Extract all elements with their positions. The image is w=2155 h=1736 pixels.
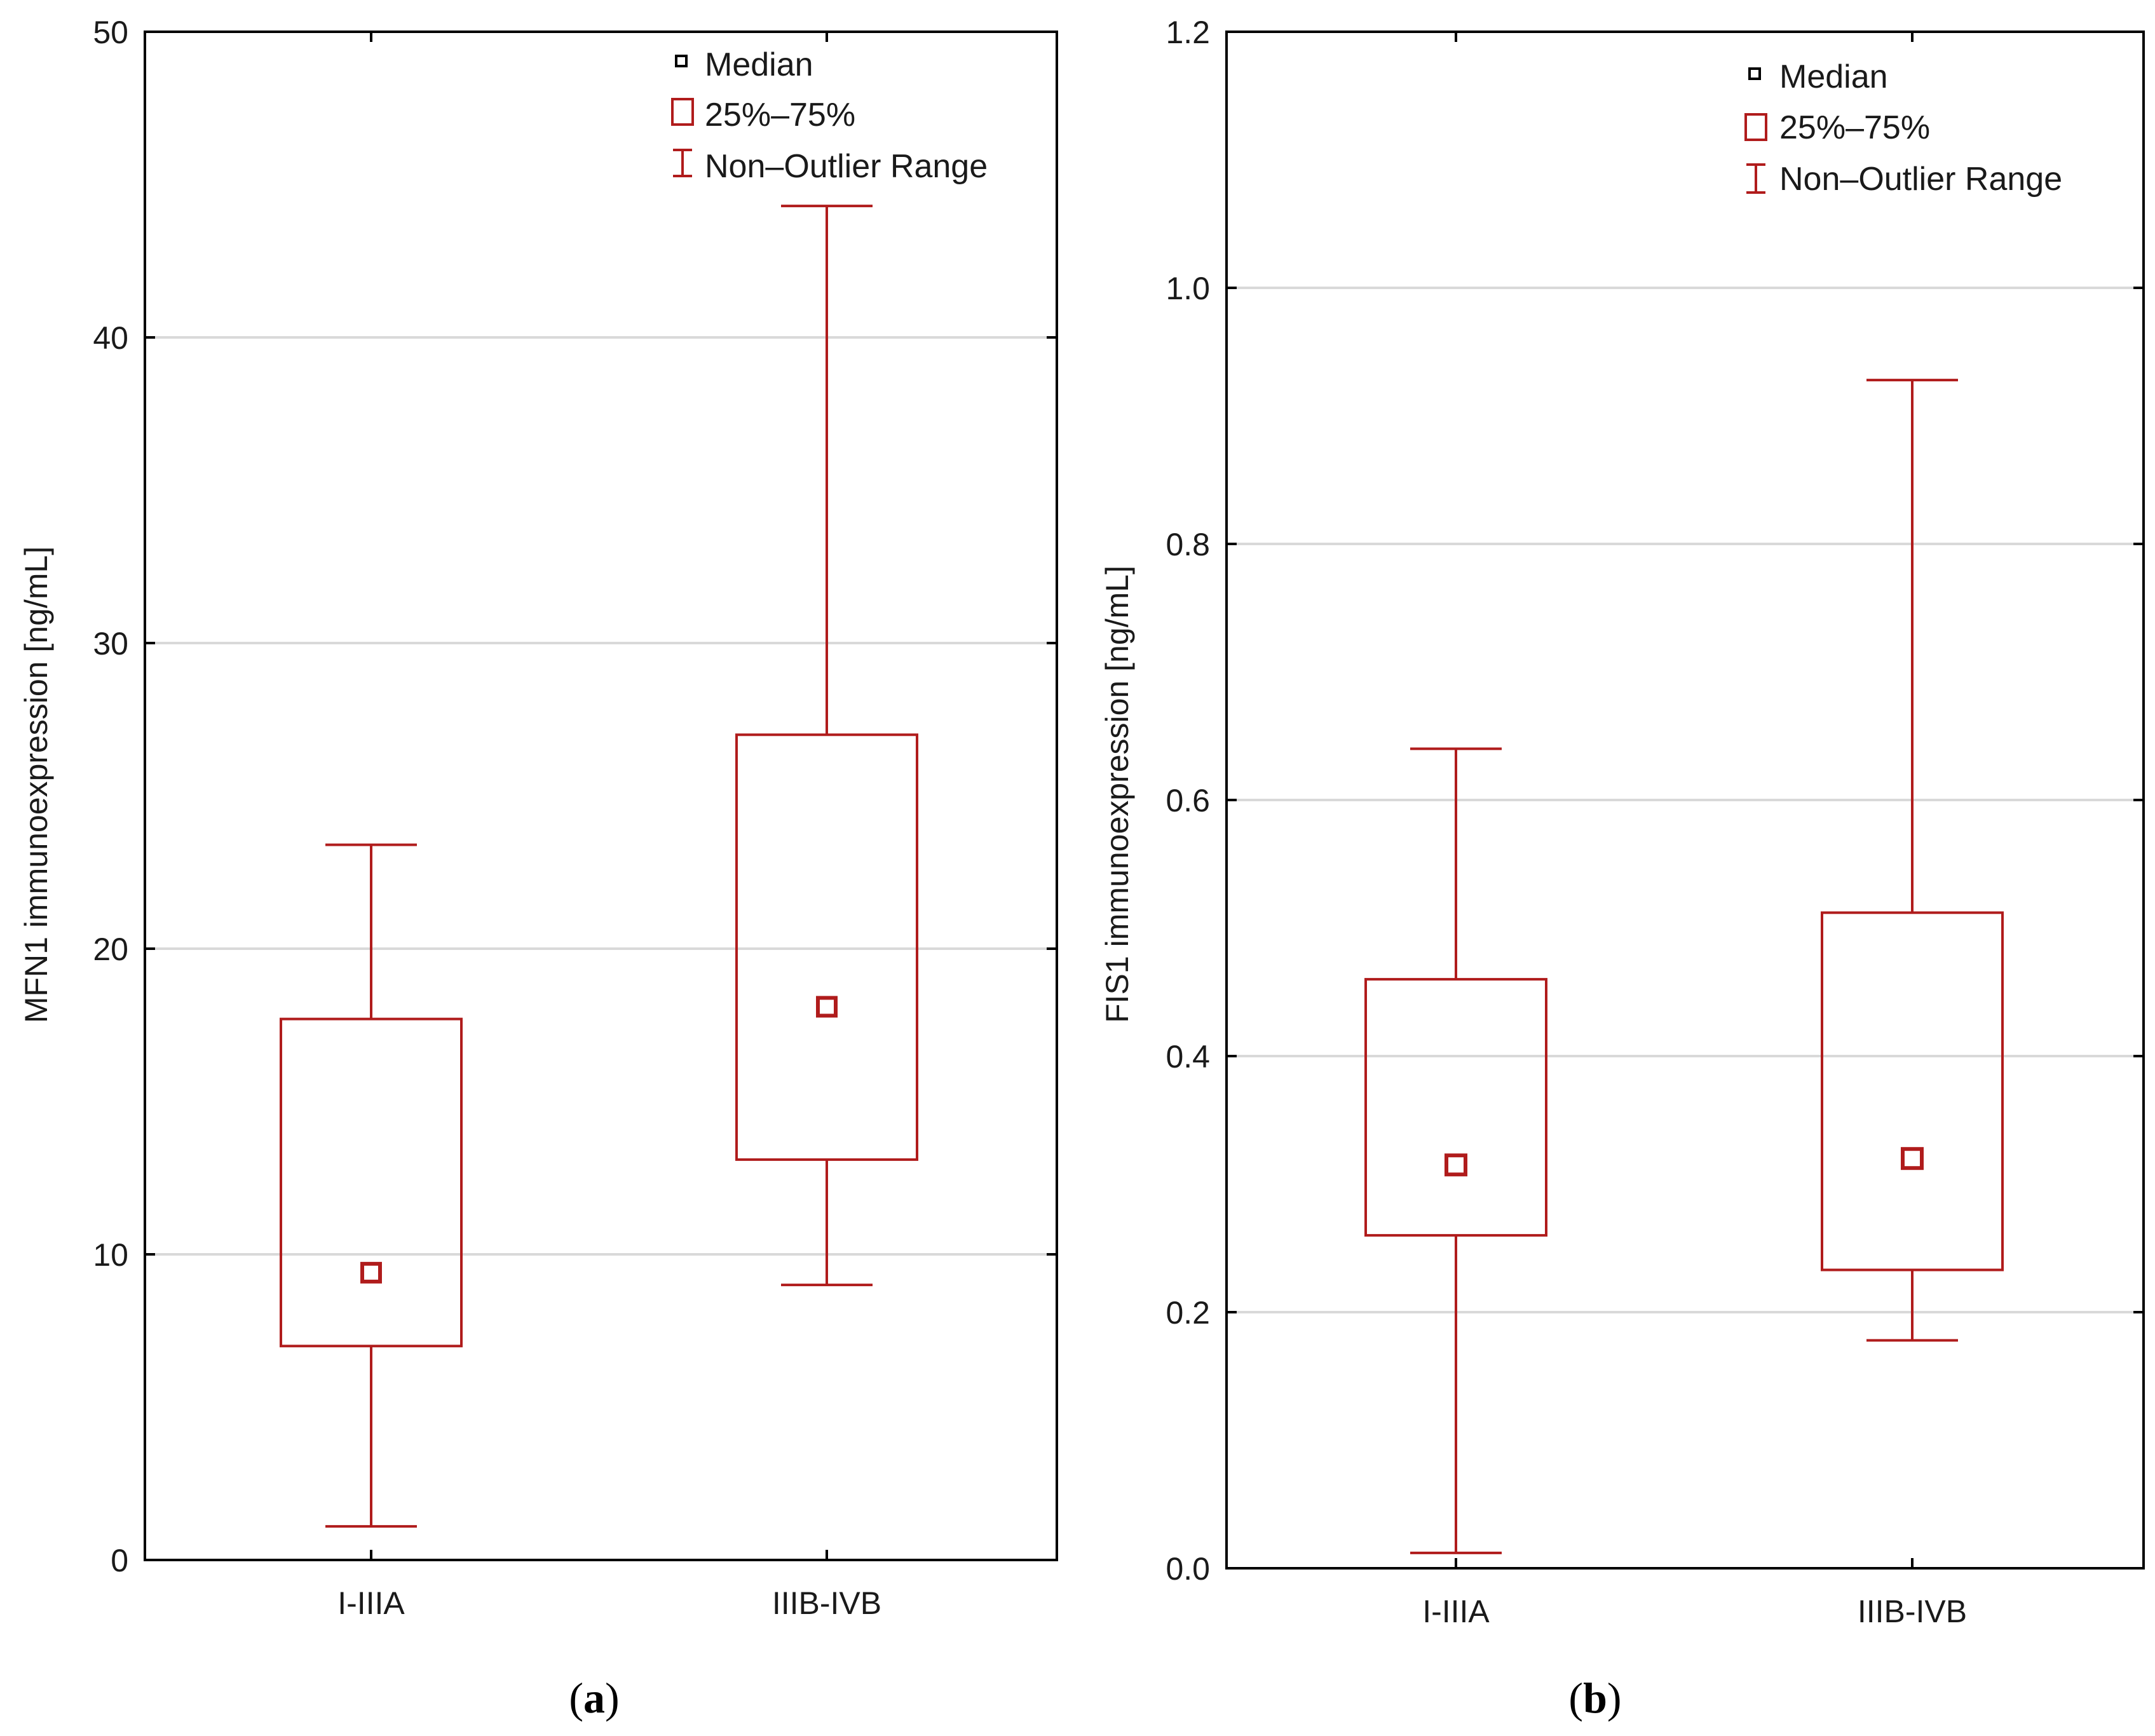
panel-a-legend: Median 25%–75% Non–Outlier Range xyxy=(671,46,988,185)
panel-b-y-tick-label: 0.0 xyxy=(1166,1551,1210,1587)
panel-a-caption: (a) xyxy=(569,1674,619,1722)
iqr-box xyxy=(280,1017,463,1348)
panel-b-legend-range-label: Non–Outlier Range xyxy=(1779,161,2062,198)
iqr-box xyxy=(1821,911,2004,1271)
panel-b-y-tick-label: 0.6 xyxy=(1166,783,1210,818)
panel-b-y-ticks: 0.0 0.2 0.4 0.6 0.8 1.0 1.2 xyxy=(1166,15,2144,1587)
panel-b-x-tick-label: I-IIIA xyxy=(1422,1594,1490,1629)
panel-b-legend-iqr-label: 25%–75% xyxy=(1779,109,1930,146)
panel-b-y-tick-label: 1.2 xyxy=(1166,15,1210,50)
panel-b-y-tick-label: 0.4 xyxy=(1166,1039,1210,1075)
panel-a-box-2 xyxy=(735,205,918,1287)
iqr-box xyxy=(735,733,918,1161)
panel-b-y-axis-title: FIS1 immunoexpression [ng/mL] xyxy=(1099,566,1135,1023)
panel-a-x-tick-label: I-IIIA xyxy=(337,1585,405,1621)
panel-a-boxes xyxy=(280,205,918,1528)
panel-a-frame xyxy=(144,31,1058,1561)
panel-a-legend-iqr-swatch xyxy=(671,98,694,126)
panel-b-boxes xyxy=(1364,379,2004,1554)
panel-a-y-ticks: 0 10 20 30 40 50 xyxy=(93,15,1057,1578)
panel-a-legend-range-label: Non–Outlier Range xyxy=(705,148,988,185)
panel-b-y-tick-label: 1.0 xyxy=(1166,271,1210,306)
panel-a-y-tick-label: 50 xyxy=(93,15,128,50)
panel-a-y-tick-label: 40 xyxy=(93,320,128,356)
panel-b-y-tick-label: 0.8 xyxy=(1166,527,1210,562)
panel-b-x-tick-label: IIIB-IVB xyxy=(1858,1594,1967,1629)
panel-a-y-tick-label: 0 xyxy=(111,1543,128,1578)
panel-b-gridlines xyxy=(1227,287,2144,1313)
panel-b-box-2 xyxy=(1821,379,2004,1342)
panel-b-legend-median-swatch xyxy=(1748,67,1761,80)
panel-a-legend-median-label: Median xyxy=(705,46,813,83)
panel-a-x-ticks: I-IIIA IIIB-IVB xyxy=(337,32,881,1621)
panel-a-y-tick-label: 20 xyxy=(93,932,128,967)
median-marker xyxy=(816,996,838,1018)
iqr-box xyxy=(1364,978,1547,1237)
panel-a-legend-range-swatch xyxy=(673,149,692,177)
panel-b-caption: (b) xyxy=(1568,1674,1621,1722)
panel-b-legend-range-swatch xyxy=(1746,163,1765,194)
median-marker xyxy=(1445,1153,1467,1177)
panel-a-box-1 xyxy=(280,843,463,1528)
panel-a-y-tick-label: 10 xyxy=(93,1237,128,1273)
panel-a: 0 10 20 30 40 50 I-IIIA IIIB-IVB MFN1 immunoex… xyxy=(18,15,1058,1722)
panel-a-x-tick-label: IIIB-IVB xyxy=(772,1585,881,1621)
panel-b-y-tick-label: 0.2 xyxy=(1166,1295,1210,1331)
panel-b-legend-iqr-swatch xyxy=(1744,113,1767,141)
panel-a-y-axis-title: MFN1 immunoexpression [ng/mL] xyxy=(18,546,54,1023)
panel-b: 0.0 0.2 0.4 0.6 0.8 1.0 1.2 I-IIIA IIIB-IVB FIS… xyxy=(1099,15,2145,1722)
panel-a-legend-iqr-label: 25%–75% xyxy=(705,97,855,133)
panel-a-legend-median-swatch xyxy=(675,55,688,67)
panel-a-y-tick-label: 30 xyxy=(93,626,128,661)
median-marker xyxy=(360,1261,382,1284)
panel-b-box-1 xyxy=(1364,747,1547,1554)
panel-a-plot-area xyxy=(144,31,1058,1561)
panel-b-legend-median-label: Median xyxy=(1779,58,1888,95)
panel-b-x-ticks: I-IIIA IIIB-IVB xyxy=(1422,32,1967,1629)
panel-a-gridlines xyxy=(145,336,1057,1256)
panel-b-legend: Median 25%–75% Non–Outlier Range xyxy=(1744,58,2062,198)
median-marker xyxy=(1901,1147,1924,1170)
